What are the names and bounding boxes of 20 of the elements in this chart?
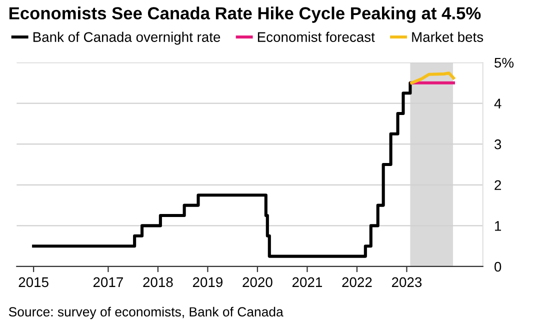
chart-title: Economists See Canada Rate Hike Cycle Peaking at 4.5%: [9, 6, 481, 23]
y-tick-label: 4: [494, 98, 502, 108]
y-tick-label: 2: [494, 180, 501, 190]
y-tick-label: 3: [494, 139, 502, 150]
x-tick-label: 2019: [192, 277, 222, 288]
legend-label: Economist forecast: [258, 32, 375, 42]
x-tick-label: 2018: [143, 277, 173, 288]
legend-label: Bank of Canada overnight rate: [33, 32, 220, 45]
x-tick-label: 2020: [242, 277, 272, 288]
y-tick-label: 1: [495, 221, 502, 231]
x-tick-label: 2022: [342, 277, 372, 288]
legend-label: Market bets: [412, 32, 484, 42]
x-tick-label: 2021: [292, 277, 322, 288]
x-tick-label: 2015: [18, 277, 48, 288]
source-note: Source: survey of economists, Bank of Canada: [8, 306, 284, 320]
x-tick-label: 2017: [93, 277, 123, 288]
x-tick-label: 2023: [392, 277, 422, 288]
y-tick-label: 0: [494, 262, 502, 272]
y-tick-label: 5%: [494, 58, 514, 68]
line-series: [410, 72, 456, 84]
